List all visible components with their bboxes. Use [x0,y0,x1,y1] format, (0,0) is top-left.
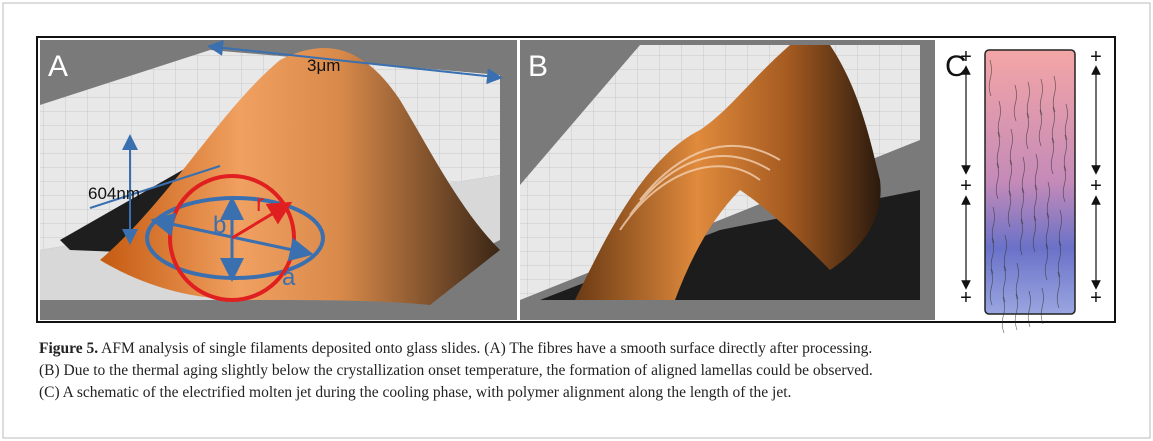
charge-marker: + [960,175,972,197]
axis-r-label: r [256,190,264,217]
panel-b: B [520,40,935,320]
panel-label: A [48,50,68,83]
charge-marker: + [960,46,972,68]
figure: A 3μm 604nm b r a B C ++++++ Figure 5. A… [0,0,1153,441]
caption-text: (B) Due to the thermal aging slightly be… [39,362,873,379]
width-label: 3μm [307,56,340,75]
panel-c: C ++++++ [938,40,1113,333]
panel-a: A 3μm 604nm b r a [40,40,517,320]
caption-line: (C) A schematic of the electrified molte… [39,384,791,401]
panel-label: B [528,50,548,83]
caption-text: (C) A schematic of the electrified molte… [39,384,791,401]
caption-label: Figure 5. [39,340,98,357]
caption-line: Figure 5. AFM analysis of single filamen… [39,340,872,357]
charge-marker: + [1090,46,1102,68]
charge-marker: + [960,287,972,309]
charge-marker: + [1090,287,1102,309]
caption-line: (B) Due to the thermal aging slightly be… [39,362,873,379]
axis-b-label: b [213,212,226,239]
height-label: 604nm [88,184,140,203]
charge-marker: + [1090,175,1102,197]
axis-a-label: a [282,264,296,291]
caption: Figure 5. AFM analysis of single filamen… [39,340,873,401]
jet [985,50,1075,314]
caption-text: AFM analysis of single filaments deposit… [98,340,872,357]
